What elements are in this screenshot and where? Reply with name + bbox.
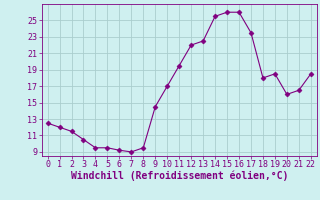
X-axis label: Windchill (Refroidissement éolien,°C): Windchill (Refroidissement éolien,°C) bbox=[70, 171, 288, 181]
